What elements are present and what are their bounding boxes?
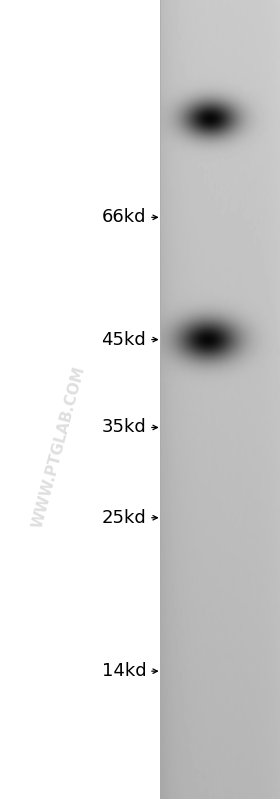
Text: 45kd: 45kd — [101, 331, 146, 348]
Text: 66kd: 66kd — [102, 209, 146, 226]
Text: 35kd: 35kd — [101, 419, 146, 436]
Text: 14kd: 14kd — [102, 662, 146, 680]
Text: 25kd: 25kd — [101, 509, 146, 527]
Text: WWW.PTGLAB.COM: WWW.PTGLAB.COM — [30, 365, 88, 530]
Bar — [0, 0, 160, 799]
